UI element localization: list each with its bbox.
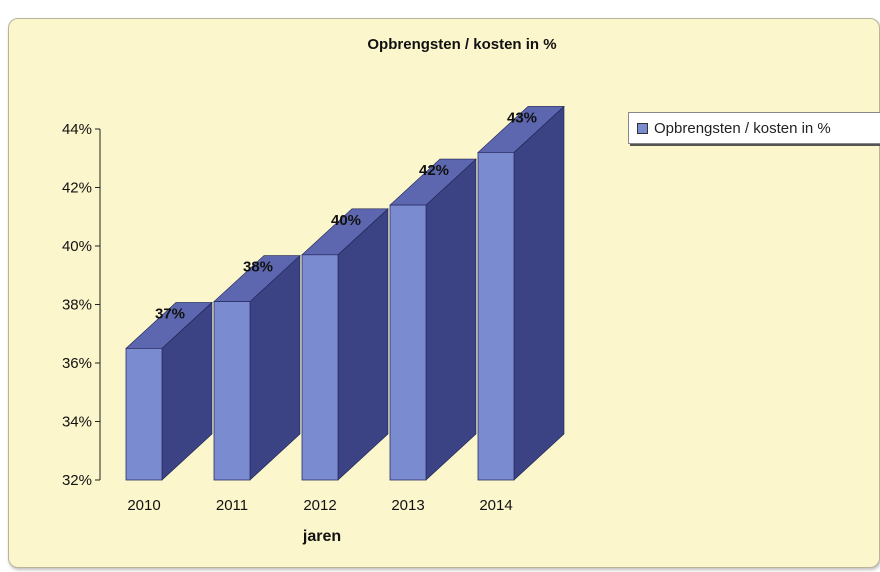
legend: Opbrengsten / kosten in % [628, 112, 880, 144]
y-tick-label: 40% [62, 238, 92, 255]
bar [125, 347, 163, 481]
x-tick-label: 2014 [479, 497, 512, 514]
data-label: 37% [155, 305, 185, 322]
bar [389, 204, 427, 481]
x-tick-label: 2011 [216, 497, 248, 514]
x-tick-label: 2012 [303, 497, 336, 514]
data-label: 43% [507, 109, 537, 126]
bar-side [337, 208, 389, 481]
y-tick-label: 32% [62, 472, 92, 489]
y-tick-label: 38% [62, 297, 92, 314]
bar [301, 254, 339, 481]
y-tick-label: 42% [62, 180, 92, 197]
legend-label: Opbrengsten / kosten in % [654, 119, 831, 137]
bar [213, 301, 251, 481]
data-label: 38% [243, 259, 273, 276]
x-axis-label: jaren [302, 528, 341, 545]
y-tick-label: 36% [62, 355, 92, 372]
y-tick-label: 34% [62, 414, 92, 431]
y-tick-label: 44% [62, 121, 92, 138]
x-tick-label: 2010 [127, 497, 160, 514]
bar [477, 151, 515, 481]
legend-swatch [637, 122, 648, 134]
chart-title: Opbrengsten / kosten in % [367, 36, 557, 53]
x-tick-label: 2013 [391, 497, 424, 514]
bar-side [513, 105, 565, 481]
data-label: 40% [331, 212, 361, 229]
bar-side [425, 158, 477, 481]
data-label: 42% [419, 162, 449, 179]
